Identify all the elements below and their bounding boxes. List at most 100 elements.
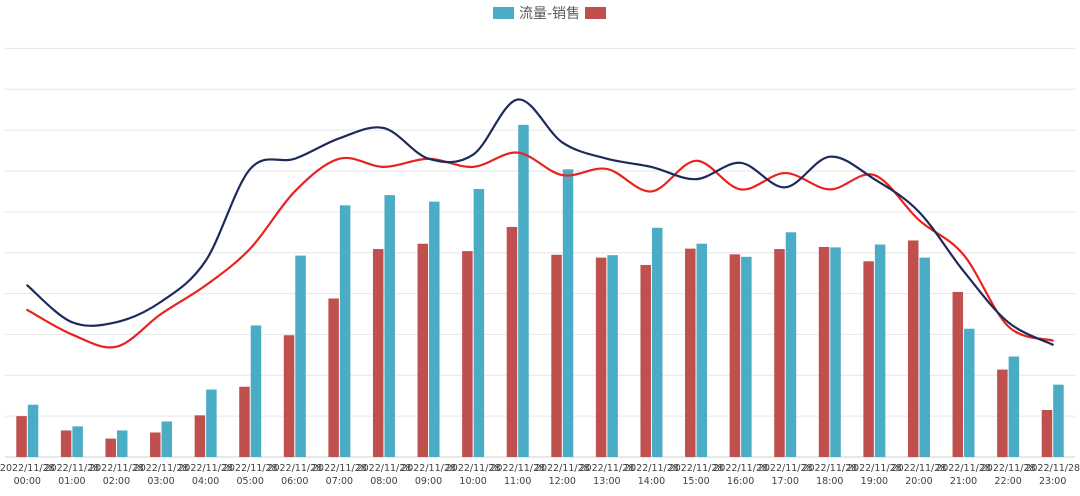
x-tick-label-date: 2022/11/28 bbox=[178, 463, 233, 474]
legend-swatch-traffic bbox=[493, 7, 514, 19]
x-tick-label-date: 2022/11/28 bbox=[446, 463, 501, 474]
traffic-bar bbox=[384, 195, 395, 457]
sales-bar bbox=[595, 257, 607, 457]
x-tick-label-time: 00:00 bbox=[14, 476, 41, 487]
sales-bar bbox=[60, 430, 72, 457]
x-tick-label-time: 10:00 bbox=[459, 476, 486, 487]
x-tick-label-time: 13:00 bbox=[593, 476, 620, 487]
x-tick-label-time: 21:00 bbox=[950, 476, 977, 487]
sales-bar bbox=[283, 335, 295, 457]
sales-bar bbox=[194, 415, 206, 457]
sales-bar bbox=[16, 416, 27, 457]
traffic-bar bbox=[1053, 384, 1064, 457]
x-tick-label-time: 08:00 bbox=[370, 476, 397, 487]
sales-bar bbox=[1041, 410, 1053, 457]
sales-bar bbox=[685, 248, 696, 457]
traffic-bar bbox=[830, 247, 841, 457]
x-tick-label-date: 2022/11/28 bbox=[401, 463, 456, 474]
x-tick-label-date: 2022/11/28 bbox=[758, 463, 813, 474]
traffic-bar bbox=[741, 256, 752, 457]
sales-bar bbox=[105, 438, 116, 457]
x-tick-label-time: 20:00 bbox=[905, 476, 932, 487]
x-tick-label-date: 2022/11/28 bbox=[134, 463, 189, 474]
x-tick-label-time: 19:00 bbox=[861, 476, 888, 487]
x-tick-label-date: 2022/11/28 bbox=[0, 463, 55, 474]
traffic-bar bbox=[339, 205, 351, 457]
sales-bar bbox=[863, 261, 874, 457]
x-tick-label-date: 2022/11/28 bbox=[669, 463, 724, 474]
sales-bar bbox=[506, 226, 518, 457]
x-tick-label-date: 2022/11/28 bbox=[357, 463, 412, 474]
traffic-bar bbox=[1008, 356, 1020, 457]
sales-bar bbox=[907, 240, 919, 457]
sales-bar bbox=[952, 291, 964, 457]
legend-label: 流量-销售 bbox=[519, 6, 580, 22]
traffic-bar bbox=[696, 243, 708, 457]
sales-bar bbox=[462, 251, 473, 457]
x-tick-label-time: 05:00 bbox=[237, 476, 264, 487]
sales-bar bbox=[551, 254, 562, 457]
traffic-bar bbox=[785, 232, 797, 457]
x-tick-label-time: 18:00 bbox=[816, 476, 843, 487]
x-tick-label-time: 09:00 bbox=[415, 476, 442, 487]
traffic-bar bbox=[429, 201, 440, 457]
x-tick-label-time: 02:00 bbox=[103, 476, 130, 487]
x-tick-label-date: 2022/11/28 bbox=[312, 463, 367, 474]
x-tick-label-time: 07:00 bbox=[326, 476, 353, 487]
x-tick-label-date: 2022/11/28 bbox=[89, 463, 144, 474]
traffic-trend-line bbox=[26, 98, 1054, 346]
sales-bar bbox=[239, 386, 250, 457]
x-tick-label-time: 03:00 bbox=[147, 476, 174, 487]
traffic-bar bbox=[72, 426, 83, 457]
x-tick-label-date: 2022/11/28 bbox=[535, 463, 590, 474]
traffic-bar bbox=[607, 255, 618, 457]
sales-trend-line bbox=[26, 151, 1054, 349]
x-tick-label-date: 2022/11/28 bbox=[1025, 463, 1080, 474]
trend-lines bbox=[26, 98, 1054, 349]
traffic-bar bbox=[206, 389, 217, 457]
sales-bar bbox=[150, 432, 161, 457]
x-tick-label-date: 2022/11/28 bbox=[847, 463, 902, 474]
sales-bar bbox=[774, 249, 785, 457]
x-tick-label-date: 2022/11/28 bbox=[267, 463, 322, 474]
x-tick-label-date: 2022/11/28 bbox=[936, 463, 991, 474]
traffic-bar bbox=[518, 124, 529, 458]
traffic-bar bbox=[919, 257, 930, 457]
traffic-bar bbox=[651, 227, 663, 457]
x-tick-label-time: 23:00 bbox=[1039, 476, 1066, 487]
x-tick-label-date: 2022/11/28 bbox=[490, 463, 545, 474]
traffic-bar bbox=[295, 255, 306, 457]
traffic-bar bbox=[116, 430, 128, 457]
x-tick-label-date: 2022/11/28 bbox=[44, 463, 99, 474]
bars bbox=[16, 124, 1064, 458]
sales-bar bbox=[328, 298, 339, 457]
sales-bar bbox=[640, 264, 651, 457]
x-tick-label-date: 2022/11/28 bbox=[624, 463, 679, 474]
sales-bar bbox=[997, 369, 1008, 457]
sales-bar bbox=[818, 246, 830, 457]
traffic-bar bbox=[250, 325, 262, 457]
x-tick-label-time: 04:00 bbox=[192, 476, 219, 487]
traffic-bar bbox=[874, 244, 886, 457]
x-tick-label-date: 2022/11/28 bbox=[802, 463, 857, 474]
x-tick-label-time: 12:00 bbox=[549, 476, 576, 487]
legend-swatch-sales bbox=[585, 7, 606, 19]
x-tick-label-time: 17:00 bbox=[772, 476, 799, 487]
gridlines bbox=[5, 47, 1075, 458]
legend: 流量-销售 bbox=[493, 6, 606, 22]
x-tick-label-time: 15:00 bbox=[682, 476, 709, 487]
x-tick-label-time: 14:00 bbox=[638, 476, 665, 487]
x-tick-label-time: 06:00 bbox=[281, 476, 308, 487]
traffic-bar bbox=[473, 188, 485, 457]
traffic-bar bbox=[27, 404, 39, 457]
x-tick-label-date: 2022/11/28 bbox=[579, 463, 634, 474]
sales-bar bbox=[729, 254, 741, 457]
x-tick-label-time: 11:00 bbox=[504, 476, 531, 487]
x-tick-label-date: 2022/11/28 bbox=[223, 463, 278, 474]
traffic-bar bbox=[964, 328, 975, 457]
x-tick-label-time: 16:00 bbox=[727, 476, 754, 487]
traffic-bar bbox=[161, 421, 173, 457]
x-axis: 2022/11/2800:002022/11/2801:002022/11/28… bbox=[0, 463, 1080, 487]
